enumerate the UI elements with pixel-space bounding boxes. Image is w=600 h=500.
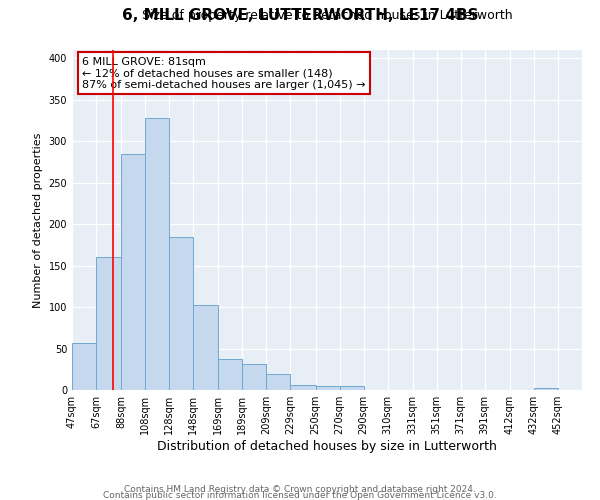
Text: Contains public sector information licensed under the Open Government Licence v3: Contains public sector information licen… — [103, 490, 497, 500]
Bar — [193, 304, 218, 390]
Bar — [340, 386, 364, 390]
Text: 6 MILL GROVE: 81sqm
← 12% of detached houses are smaller (148)
87% of semi-detac: 6 MILL GROVE: 81sqm ← 12% of detached ho… — [82, 57, 366, 90]
Bar — [72, 342, 96, 390]
Text: 6, MILL GROVE, LUTTERWORTH, LE17 4BS: 6, MILL GROVE, LUTTERWORTH, LE17 4BS — [122, 8, 478, 22]
Title: Size of property relative to detached houses in Lutterworth: Size of property relative to detached ho… — [142, 10, 512, 22]
Bar — [96, 258, 121, 390]
X-axis label: Distribution of detached houses by size in Lutterworth: Distribution of detached houses by size … — [157, 440, 497, 453]
Bar — [242, 364, 266, 390]
Bar — [316, 386, 340, 390]
Bar — [218, 360, 242, 390]
Y-axis label: Number of detached properties: Number of detached properties — [33, 132, 43, 308]
Bar — [266, 374, 290, 390]
Bar — [145, 118, 169, 390]
Bar — [290, 385, 316, 390]
Bar — [121, 154, 145, 390]
Text: Contains HM Land Registry data © Crown copyright and database right 2024.: Contains HM Land Registry data © Crown c… — [124, 484, 476, 494]
Bar — [534, 388, 558, 390]
Bar — [169, 236, 193, 390]
